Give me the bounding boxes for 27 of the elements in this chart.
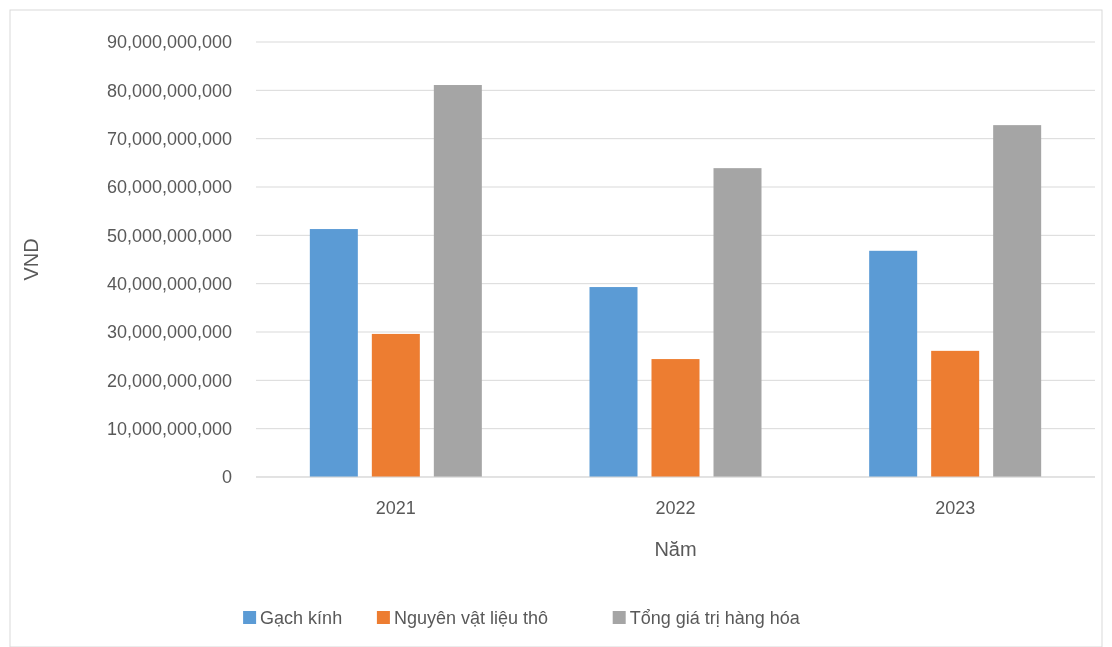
x-tick-label: 2022 bbox=[655, 498, 696, 518]
y-tick-label: 60,000,000,000 bbox=[106, 177, 232, 198]
y-tick-label: 70,000,000,000 bbox=[106, 128, 232, 149]
y-tick-label: 30,000,000,000 bbox=[106, 322, 232, 343]
y-tick-label: 40,000,000,000 bbox=[106, 273, 232, 294]
legend-label: Nguyên vật liệu thô bbox=[393, 608, 549, 629]
y-tick-label: 90,000,000,000 bbox=[106, 32, 232, 53]
y-tick-label: 80,000,000,000 bbox=[106, 80, 232, 101]
x-tick-label: 2021 bbox=[375, 498, 416, 518]
bar bbox=[309, 229, 358, 477]
y-tick-label: 20,000,000,000 bbox=[106, 370, 232, 391]
bar bbox=[589, 287, 638, 477]
x-tick-label: 2023 bbox=[935, 498, 976, 518]
bar bbox=[993, 125, 1042, 477]
y-tick-label: 50,000,000,000 bbox=[106, 225, 232, 246]
bar bbox=[713, 168, 762, 477]
bar bbox=[931, 350, 980, 477]
y-axis-title: VND bbox=[20, 238, 42, 281]
bar bbox=[433, 85, 482, 477]
legend-label: Gạch kính bbox=[260, 608, 343, 629]
y-tick-label: 0 bbox=[221, 467, 232, 488]
bar bbox=[371, 333, 420, 477]
x-axis-title: Năm bbox=[654, 538, 697, 560]
y-tick-label: 10,000,000,000 bbox=[106, 418, 232, 439]
bar bbox=[651, 359, 700, 477]
legend-label: Tổng giá trị hàng hóa bbox=[629, 608, 801, 629]
bar bbox=[869, 250, 918, 477]
